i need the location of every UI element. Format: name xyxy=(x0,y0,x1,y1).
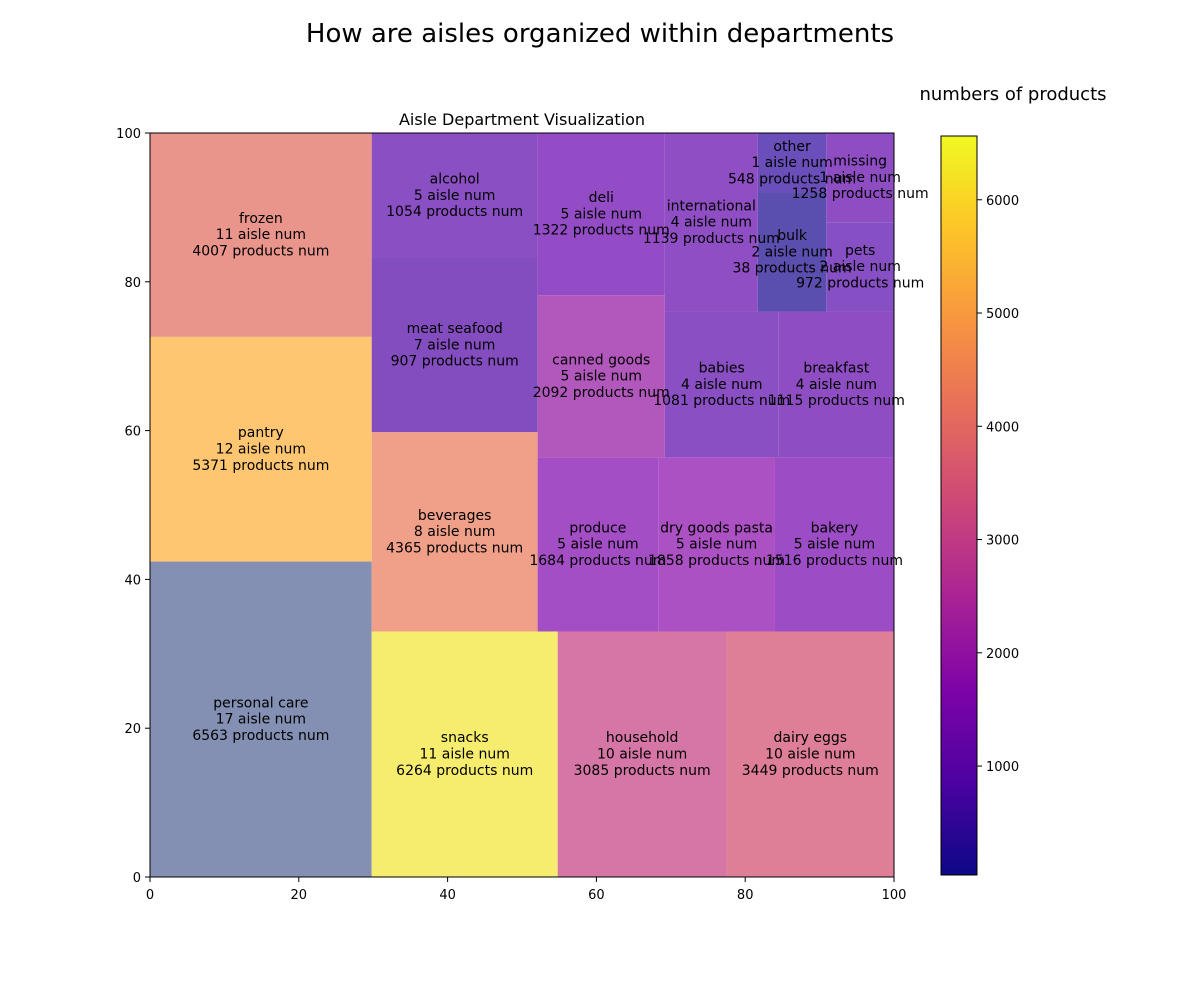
cell-label-dairy-eggs: dairy eggs 10 aisle num 3449 products num xyxy=(742,730,879,779)
cell-label-pantry: pantry 12 aisle num 5371 products num xyxy=(192,425,329,474)
cell-label-produce: produce 5 aisle num 1684 products num xyxy=(529,520,666,569)
treemap-cells xyxy=(150,133,894,877)
x-tick-label: 80 xyxy=(737,888,754,903)
colorbar xyxy=(940,135,978,876)
cell-pets xyxy=(826,222,894,312)
x-tick-label: 20 xyxy=(291,888,308,903)
plot-frame xyxy=(149,132,895,878)
colorbar-tick-label: 3000 xyxy=(986,534,1019,549)
colorbar-axis: 1000 2000 3000 4000 5000 6000 xyxy=(977,194,1019,775)
chart-title: Aisle Department Visualization xyxy=(399,110,645,129)
x-axis: 0 20 40 60 80 100 xyxy=(146,877,907,903)
cell-label-other: other 1 aisle num 548 products num xyxy=(728,139,856,188)
cell-label-household: household 10 aisle num 3085 products num xyxy=(574,730,711,779)
x-tick-label: 40 xyxy=(439,888,456,903)
cell-label-pets: pets 2 aisle num 972 products num xyxy=(796,243,924,292)
cell-frozen xyxy=(150,133,372,337)
cell-label-canned-goods: canned goods 5 aisle num 2092 products num xyxy=(533,352,670,401)
cell-dry-goods-pasta xyxy=(658,457,775,632)
colorbar-tick-label: 4000 xyxy=(986,420,1019,435)
cell-breakfast xyxy=(778,311,894,458)
cell-label-babies: babies 4 aisle num 1081 products num xyxy=(653,360,790,409)
cell-bulk xyxy=(757,192,827,312)
cell-label-alcohol: alcohol 5 aisle num 1054 products num xyxy=(386,171,523,220)
y-tick-label: 100 xyxy=(116,127,141,142)
y-tick-label: 40 xyxy=(124,573,141,588)
colorbar-tick-label: 5000 xyxy=(986,307,1019,322)
cell-beverages xyxy=(371,432,538,632)
colorbar-tick-label: 1000 xyxy=(986,760,1019,775)
cell-international xyxy=(664,133,758,312)
cell-label-meat-seafood: meat seafood 7 aisle num 907 products num xyxy=(391,321,519,370)
colorbar-label: numbers of products xyxy=(919,84,1106,105)
cell-label-international: international 4 aisle num 1139 products nu… xyxy=(643,198,780,247)
y-tick-label: 60 xyxy=(124,425,141,440)
chart-suptitle: How are aisles organized within departme… xyxy=(306,19,894,49)
cell-personal-care xyxy=(150,561,372,877)
cell-label-bakery: bakery 5 aisle num 1516 products num xyxy=(766,520,903,569)
cell-canned-goods xyxy=(537,295,665,458)
x-tick-label: 60 xyxy=(588,888,605,903)
cell-meat-seafood xyxy=(371,257,538,433)
cell-babies xyxy=(664,311,779,458)
cell-other xyxy=(757,133,827,193)
colorbar-tick-label: 2000 xyxy=(986,647,1019,662)
colorbar-tick-label: 6000 xyxy=(986,194,1019,209)
cell-label-breakfast: breakfast 4 aisle num 1115 products num xyxy=(768,360,905,409)
x-tick-label: 100 xyxy=(882,888,907,903)
cell-label-personal-care: personal care 17 aisle num 6563 products n… xyxy=(192,695,329,744)
x-tick-label: 0 xyxy=(146,888,154,903)
y-tick-label: 0 xyxy=(133,871,141,886)
cell-household xyxy=(557,631,727,877)
cell-label-frozen: frozen 11 aisle num 4007 products num xyxy=(192,211,329,260)
cell-label-beverages: beverages 8 aisle num 4365 products num xyxy=(386,508,523,557)
y-axis: 0 20 40 60 80 100 xyxy=(116,127,150,886)
cell-bakery xyxy=(774,457,894,632)
cell-produce xyxy=(537,457,659,632)
cell-label-snacks: snacks 11 aisle num 6264 products num xyxy=(396,730,533,779)
cell-label-dry-goods-pasta: dry goods pasta 5 aisle num 1858 products … xyxy=(648,520,785,569)
cell-snacks xyxy=(371,631,558,877)
y-tick-label: 20 xyxy=(124,722,141,737)
cell-alcohol xyxy=(371,133,538,258)
y-tick-label: 80 xyxy=(124,276,141,291)
cell-pantry xyxy=(150,336,372,562)
cell-label-deli: deli 5 aisle num 1322 products num xyxy=(533,190,670,239)
cell-deli xyxy=(537,133,665,296)
treemap-labels: personal care 17 aisle num 6563 products n… xyxy=(192,139,928,779)
cell-dairy-eggs xyxy=(726,631,894,877)
cell-label-bulk: bulk 2 aisle num 38 products num xyxy=(732,228,851,277)
cell-missing xyxy=(826,133,894,223)
